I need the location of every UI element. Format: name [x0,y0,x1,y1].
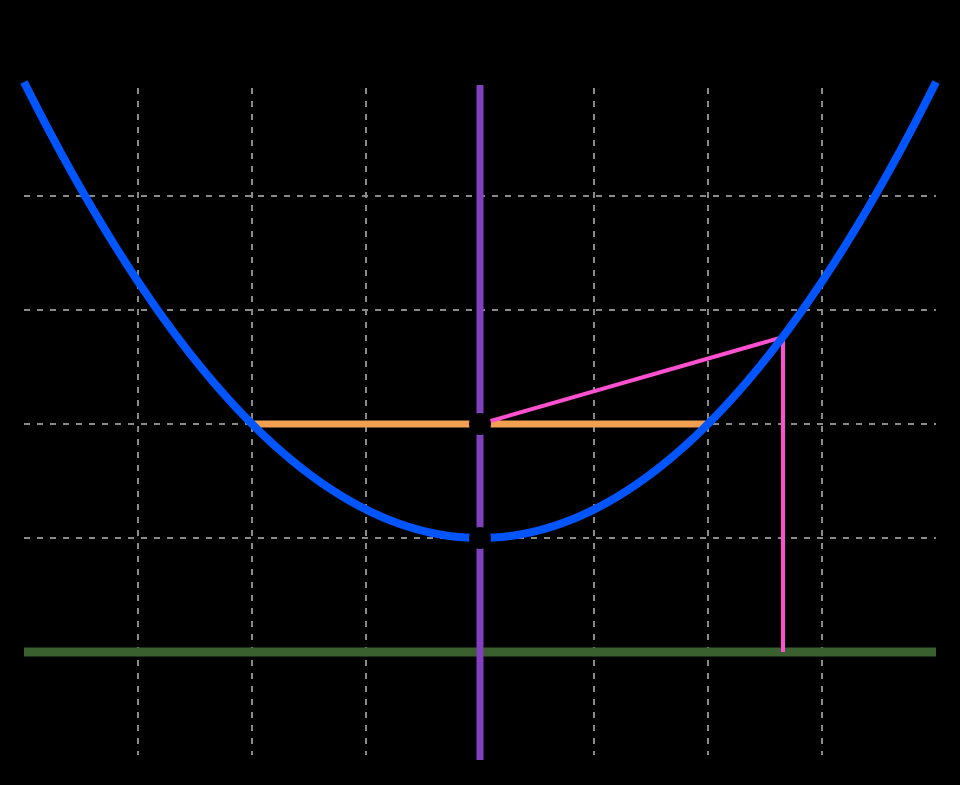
focus-to-point-segment [479,335,784,426]
vertex-point [469,527,491,549]
focus-point [469,413,491,435]
